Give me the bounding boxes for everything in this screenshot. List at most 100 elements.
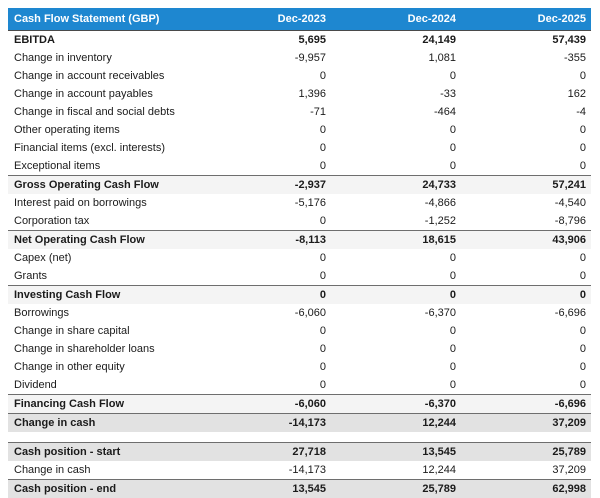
cash-flow-statement-table: Cash Flow Statement (GBP) Dec-2023 Dec-2… xyxy=(8,8,591,498)
cell-value: 0 xyxy=(461,267,591,286)
row-label: Investing Cash Flow xyxy=(8,286,201,305)
row-label: Financing Cash Flow xyxy=(8,395,201,414)
cell-value: 0 xyxy=(201,358,331,376)
row-label: Gross Operating Cash Flow xyxy=(8,176,201,195)
cell-value: -6,060 xyxy=(201,395,331,414)
cell-value: 5,695 xyxy=(201,31,331,50)
cell-value: 1,396 xyxy=(201,85,331,103)
cell-value: 12,244 xyxy=(331,414,461,433)
row-label: Cash position - end xyxy=(8,480,201,498)
cell-value: -8,796 xyxy=(461,212,591,231)
row-label: EBITDA xyxy=(8,31,201,50)
column-header-dec-2025: Dec-2025 xyxy=(461,8,591,31)
cell-value xyxy=(331,432,461,443)
cell-value: 0 xyxy=(461,139,591,157)
cell-value: 25,789 xyxy=(461,443,591,462)
cell-value: 0 xyxy=(461,249,591,267)
row-label: Change in cash xyxy=(8,461,201,480)
row-label: Capex (net) xyxy=(8,249,201,267)
cell-value: 0 xyxy=(331,249,461,267)
cell-value: 0 xyxy=(331,139,461,157)
cell-value: -2,937 xyxy=(201,176,331,195)
cell-value: -8,113 xyxy=(201,231,331,250)
cell-value: -6,370 xyxy=(331,395,461,414)
cell-value: 57,439 xyxy=(461,31,591,50)
row-label: Change in fiscal and social debts xyxy=(8,103,201,121)
cell-value: 0 xyxy=(331,157,461,176)
cell-value: -9,957 xyxy=(201,49,331,67)
row-label: Change in account receivables xyxy=(8,67,201,85)
cell-value: 1,081 xyxy=(331,49,461,67)
cell-value: 0 xyxy=(201,267,331,286)
row-label: Other operating items xyxy=(8,121,201,139)
cell-value: 0 xyxy=(331,340,461,358)
cell-value: 0 xyxy=(461,286,591,305)
cell-value: -1,252 xyxy=(331,212,461,231)
cell-value: -14,173 xyxy=(201,414,331,433)
cell-value: 25,789 xyxy=(331,480,461,498)
row-label: Exceptional items xyxy=(8,157,201,176)
table-title: Cash Flow Statement (GBP) xyxy=(8,8,201,31)
row-label: Change in shareholder loans xyxy=(8,340,201,358)
cell-value: 0 xyxy=(201,67,331,85)
cell-value: 0 xyxy=(201,340,331,358)
cell-value: 0 xyxy=(331,376,461,395)
cell-value: -4 xyxy=(461,103,591,121)
cell-value: -5,176 xyxy=(201,194,331,212)
cell-value: 0 xyxy=(201,212,331,231)
cell-value: -4,540 xyxy=(461,194,591,212)
cell-value: -6,060 xyxy=(201,304,331,322)
cell-value: 24,149 xyxy=(331,31,461,50)
cell-value: -33 xyxy=(331,85,461,103)
cell-value: 18,615 xyxy=(331,231,461,250)
row-label: Cash position - start xyxy=(8,443,201,462)
cell-value: 0 xyxy=(461,67,591,85)
cell-value: 0 xyxy=(461,340,591,358)
cell-value: 0 xyxy=(201,121,331,139)
cell-value: 0 xyxy=(201,249,331,267)
row-label: Net Operating Cash Flow xyxy=(8,231,201,250)
cell-value: 0 xyxy=(461,157,591,176)
cell-value: 0 xyxy=(461,322,591,340)
cell-value: 0 xyxy=(201,139,331,157)
cell-value: 0 xyxy=(461,358,591,376)
cell-value: 37,209 xyxy=(461,414,591,433)
cell-value: 0 xyxy=(201,157,331,176)
header-row: Cash Flow Statement (GBP) Dec-2023 Dec-2… xyxy=(8,8,591,31)
cell-value: 0 xyxy=(201,376,331,395)
table-header: Cash Flow Statement (GBP) Dec-2023 Dec-2… xyxy=(8,8,591,31)
cell-value: 37,209 xyxy=(461,461,591,480)
cell-value: -6,370 xyxy=(331,304,461,322)
cell-value: 62,998 xyxy=(461,480,591,498)
cell-value: -6,696 xyxy=(461,395,591,414)
row-label: Change in cash xyxy=(8,414,201,433)
cell-value xyxy=(201,432,331,443)
cell-value: -71 xyxy=(201,103,331,121)
cell-value: 0 xyxy=(331,267,461,286)
row-label: Financial items (excl. interests) xyxy=(8,139,201,157)
row-label: Corporation tax xyxy=(8,212,201,231)
row-label xyxy=(8,432,201,443)
table-row: Interest paid on borrowings-5,176-4,866-… xyxy=(8,194,591,212)
cell-value xyxy=(461,432,591,443)
cell-value: 0 xyxy=(331,121,461,139)
cell-value: 43,906 xyxy=(461,231,591,250)
cell-value: 13,545 xyxy=(201,480,331,498)
row-label: Change in inventory xyxy=(8,49,201,67)
